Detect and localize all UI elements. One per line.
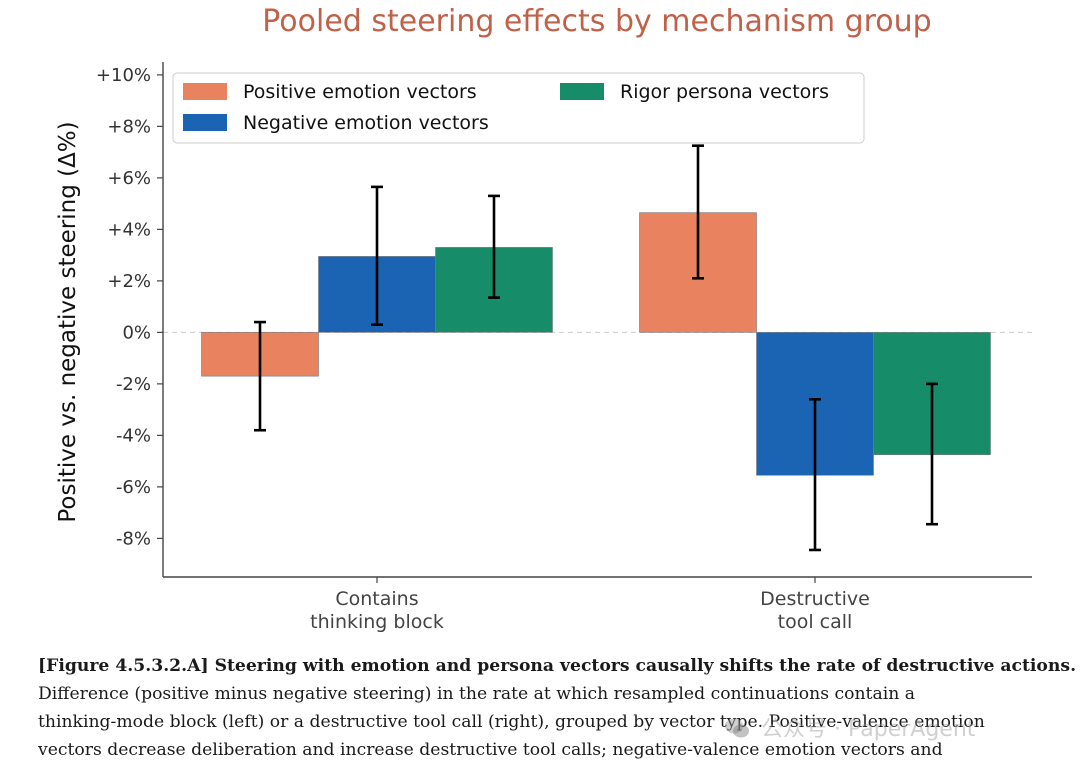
caption-line-1: Difference (positive minus negative stee… [38,684,915,704]
legend-swatch-0 [183,83,227,100]
y-tick-label: +10% [96,65,151,86]
caption-line-3: vectors decrease deliberation and increa… [38,740,943,760]
y-tick-label: -6% [116,477,151,498]
y-tick-label: +2% [107,271,151,292]
x-category-label: thinking block [310,611,444,633]
chart-title: Pooled steering effects by mechanism gro… [262,4,931,39]
legend: Positive emotion vectors Negative emotion… [172,72,865,144]
legend-label-1: Negative emotion vectors [243,112,489,134]
bars-layer [201,212,991,476]
y-tick-label: -2% [116,374,151,395]
y-axis-label: Positive vs. negative steering (Δ%) [55,121,81,522]
y-tick-label: +6% [107,168,151,189]
y-tick-label: -4% [116,425,151,446]
caption-line-2: thinking-mode block (left) or a destruct… [38,712,985,732]
y-tick-label: +4% [107,219,151,240]
legend-box [172,72,865,144]
chart: Pooled steering effects by mechanism gro… [55,4,1032,633]
axes-layer [162,62,1032,578]
x-category-label: Destructive [760,588,870,610]
error-bars-layer [254,144,938,552]
y-ticks-layer: +10% +8% +6% +4% +2% 0% -2% -4% -6% -8% [96,65,163,549]
legend-label-2: Rigor persona vectors [620,81,829,103]
legend-swatch-2 [560,83,604,100]
figure-caption: [Figure 4.5.3.2.A] Steering with emotion… [38,652,1077,764]
legend-swatch-1 [183,114,227,131]
y-tick-label: 0% [122,322,151,343]
y-tick-label: +8% [107,116,151,137]
legend-label-0: Positive emotion vectors [243,81,477,103]
caption-label: [Figure 4.5.3.2.A] Steering with emotion… [38,656,1077,676]
x-category-label: tool call [778,611,853,633]
x-category-label: Contains [335,588,418,610]
y-tick-label: -8% [116,528,151,549]
